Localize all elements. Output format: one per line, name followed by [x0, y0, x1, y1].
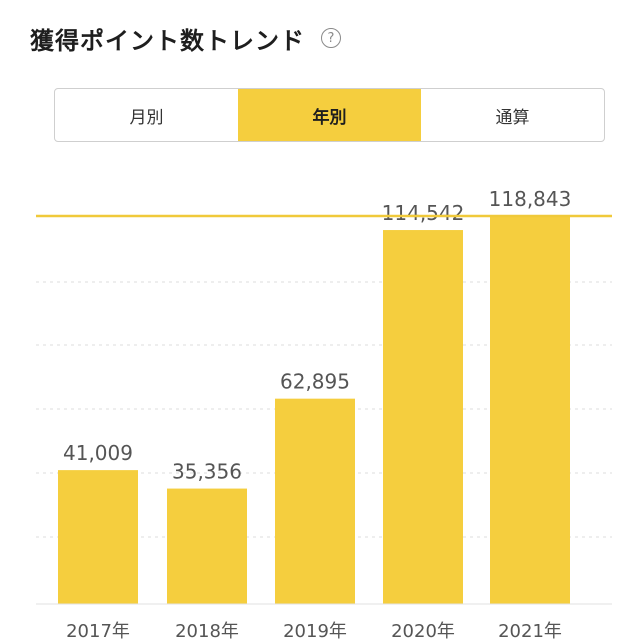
- page-title: 獲得ポイント数トレンド: [30, 26, 305, 55]
- bar-2018年: [167, 488, 247, 604]
- bar-2017年: [58, 470, 138, 604]
- bar-2019年: [275, 398, 355, 604]
- tab-yearly[interactable]: 年別: [238, 89, 421, 141]
- tab-total[interactable]: 通算: [495, 107, 530, 128]
- points-bar-chart: 41,009 2017年 35,356 2018年 62,895 2019年 114,542…: [36, 187, 612, 640]
- value-label: 62,895: [280, 370, 350, 394]
- x-tick-label: 2020年: [391, 621, 455, 640]
- tab-monthly[interactable]: 月別: [129, 107, 164, 128]
- value-label: 35,356: [172, 460, 242, 484]
- x-tick-label: 2017年: [66, 621, 130, 640]
- x-tick-label: 2019年: [283, 621, 347, 640]
- bar-2021年: [490, 216, 570, 604]
- chart-header: 獲得ポイント数トレンド ?: [30, 14, 341, 62]
- x-tick-label: 2018年: [175, 621, 239, 640]
- question-circle-icon[interactable]: ?: [321, 28, 341, 48]
- bar-2020年: [383, 230, 463, 604]
- value-label: 114,542: [382, 201, 465, 225]
- period-segmented-control: 月別 年別 通算: [54, 88, 605, 142]
- value-label: 118,843: [489, 187, 572, 211]
- value-label: 41,009: [63, 441, 133, 465]
- x-tick-label: 2021年: [498, 621, 562, 640]
